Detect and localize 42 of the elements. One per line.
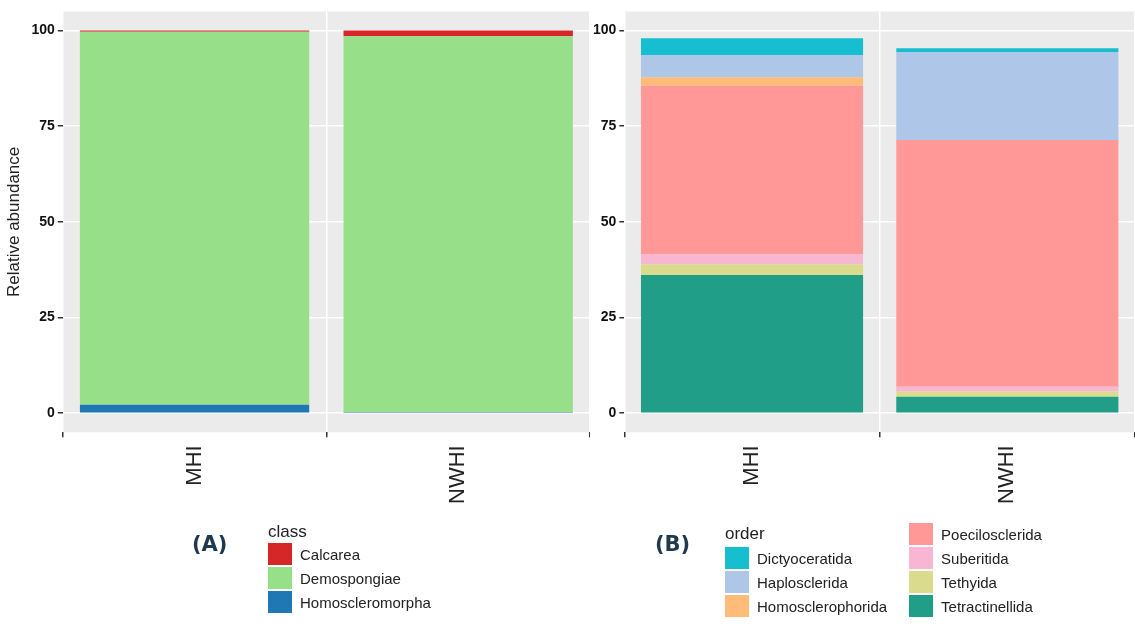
y-tick-label: 50 (39, 212, 55, 229)
y-tick-label: 0 (608, 404, 617, 421)
legend-label: Homosclerophorida (757, 597, 888, 615)
legend-label: Poecilosclerida (941, 525, 1042, 543)
legend-label: Calcarea (300, 545, 361, 563)
y-tick-label: 0 (46, 404, 55, 421)
bar (896, 391, 1119, 397)
x-tick-label: NWHI (444, 445, 470, 504)
y-tick-label: 100 (31, 21, 55, 38)
bar (640, 55, 864, 78)
legend-label: Demospongiae (300, 569, 401, 587)
bar (79, 404, 310, 413)
bar (640, 264, 864, 276)
x-tick-label: NWHI (993, 445, 1019, 504)
y-tick-label: 25 (39, 308, 55, 325)
x-tick-label: MHI (180, 445, 206, 486)
bar (640, 85, 864, 255)
bar (896, 396, 1119, 413)
text: (A) (192, 532, 228, 556)
text: (B) (655, 532, 691, 556)
bar (896, 139, 1119, 387)
bar (640, 275, 864, 413)
legend-label: Tethyida (941, 573, 997, 591)
legend-label: Haplosclerida (757, 573, 848, 591)
legend-label: Suberitida (941, 549, 1009, 567)
y-tick-label: 75 (600, 117, 617, 134)
legend-label: Homoscleromorpha (300, 593, 431, 611)
bar (640, 38, 864, 56)
legend-label: Dictyoceratida (757, 549, 853, 567)
legend-title: order (725, 524, 766, 544)
legend-title: class (268, 522, 308, 542)
bar (640, 254, 864, 265)
y-tick-label: 75 (39, 117, 55, 134)
bar (640, 77, 864, 86)
y-tick-label: 25 (600, 308, 617, 325)
y-tick-label: 100 (593, 21, 617, 38)
legend-label: Tetractinellida (941, 597, 1033, 615)
bar (896, 51, 1119, 140)
bar (896, 48, 1119, 52)
x-tick-label: MHI (738, 445, 764, 486)
y-tick-label: 50 (600, 212, 617, 229)
y-axis-title: Relative abundance (3, 146, 23, 298)
